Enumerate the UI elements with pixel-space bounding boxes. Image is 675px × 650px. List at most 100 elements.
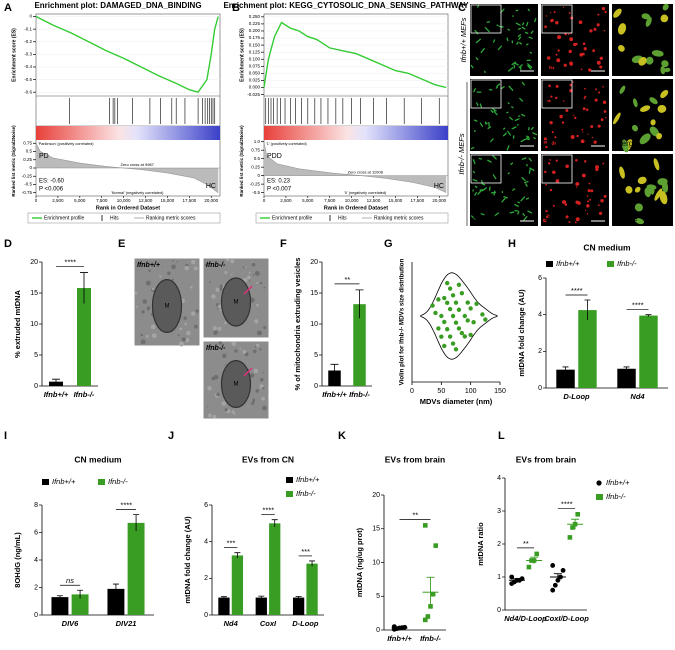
x-tick-label: 17,500 <box>182 198 196 203</box>
texture <box>230 273 233 276</box>
bar <box>231 555 244 615</box>
point <box>433 310 438 316</box>
organelle <box>473 119 478 122</box>
organelle <box>518 36 522 40</box>
legend-label: Ranking metric scores <box>146 215 196 221</box>
organelle <box>522 212 526 217</box>
error-bar <box>112 583 119 594</box>
texture <box>134 291 138 295</box>
organelle <box>527 210 533 214</box>
pos-label: 'Parkinson' (positively correlated) <box>38 142 94 146</box>
organelle <box>553 11 556 14</box>
organelle <box>587 189 591 193</box>
organelle <box>506 145 510 151</box>
bar <box>51 597 69 615</box>
x-axis-label: MDVs diameter (nm) <box>420 397 493 406</box>
texture <box>140 339 146 345</box>
organelle <box>521 177 526 181</box>
y-tick-label: 20 <box>372 492 380 499</box>
texture <box>171 264 176 270</box>
y-tick-label: 0 <box>314 383 318 390</box>
x-tick-label: 2,500 <box>52 198 64 203</box>
y-tick-label: 0.225 <box>249 21 261 26</box>
organelle <box>503 127 506 130</box>
organelle <box>517 211 520 215</box>
texture <box>148 269 151 272</box>
texture <box>184 265 190 271</box>
error-bar <box>584 299 591 321</box>
texture <box>239 348 242 350</box>
organelle <box>584 87 586 90</box>
organelle <box>598 211 603 216</box>
left-label: PDD <box>267 153 282 160</box>
point <box>436 326 441 331</box>
organelle <box>493 190 496 196</box>
texture <box>242 266 245 269</box>
texture <box>224 321 227 325</box>
organelle <box>550 19 554 23</box>
organelle <box>470 64 474 69</box>
texture <box>256 330 262 336</box>
organelle <box>479 103 483 108</box>
chart-title: EVs from brain <box>516 454 576 464</box>
organelle <box>507 130 512 136</box>
organelle <box>581 173 586 178</box>
organelle <box>592 49 596 53</box>
organelle <box>651 50 664 57</box>
organelle <box>528 36 533 39</box>
image-mark: M <box>165 304 170 310</box>
error-bar <box>355 289 364 319</box>
organelle <box>552 170 556 175</box>
organelle <box>557 49 560 52</box>
point <box>480 312 485 317</box>
x-axis-label: Rank in Ordered Dataset <box>96 205 160 211</box>
point <box>430 303 435 308</box>
image-label: Ifnb-/- <box>206 262 226 269</box>
panel-letter: D <box>4 238 12 250</box>
bar <box>71 594 89 615</box>
x-tick-label: Ifnb+/+ <box>44 390 69 399</box>
y-tick-label: -0.025 <box>247 92 260 97</box>
y-axis-label: Enrichment score (ES) <box>239 28 245 82</box>
texture <box>151 333 157 339</box>
organelle <box>602 162 605 165</box>
organelle <box>603 194 607 198</box>
channel-label: DNA <box>544 139 562 148</box>
panel-letter: J <box>168 430 174 442</box>
organelle <box>534 18 537 23</box>
y-axis-label: % extruded mtDNA <box>13 289 22 358</box>
sig-label: **** <box>632 301 645 310</box>
organelle <box>496 24 499 27</box>
y-tick-label: -0.2 <box>24 39 32 44</box>
y-tick-label: -0.75 <box>22 190 33 195</box>
legend-label: Hits <box>338 215 347 221</box>
point <box>447 306 453 312</box>
error-bar <box>562 366 569 373</box>
legend-label: Ifnb-/- <box>617 259 637 268</box>
organelle <box>527 63 533 69</box>
right-label: HC <box>206 183 216 190</box>
texture <box>140 333 144 337</box>
y-axis-label: % of mitochondria extruding vesicles <box>293 258 302 391</box>
texture <box>155 260 158 263</box>
organelle <box>661 181 669 193</box>
organelle <box>510 162 514 165</box>
x-tick-label: D-Loop <box>563 392 590 401</box>
bar <box>328 370 341 386</box>
bar <box>306 563 318 615</box>
legend-label: Ifnb+/+ <box>556 259 580 268</box>
organelle <box>598 204 600 206</box>
point <box>442 295 447 301</box>
image-label: Ifnb+/+ <box>137 262 160 269</box>
organelle <box>557 35 562 40</box>
organelle <box>559 114 563 119</box>
organelle <box>494 212 500 217</box>
legend-label: Ifnb-/- <box>296 489 316 498</box>
organelle <box>473 88 476 93</box>
texture <box>262 405 267 411</box>
point <box>450 313 456 319</box>
organelle <box>527 8 531 12</box>
x-tick-label: 20,000 <box>432 198 446 203</box>
point <box>465 300 470 305</box>
bar <box>639 315 658 388</box>
